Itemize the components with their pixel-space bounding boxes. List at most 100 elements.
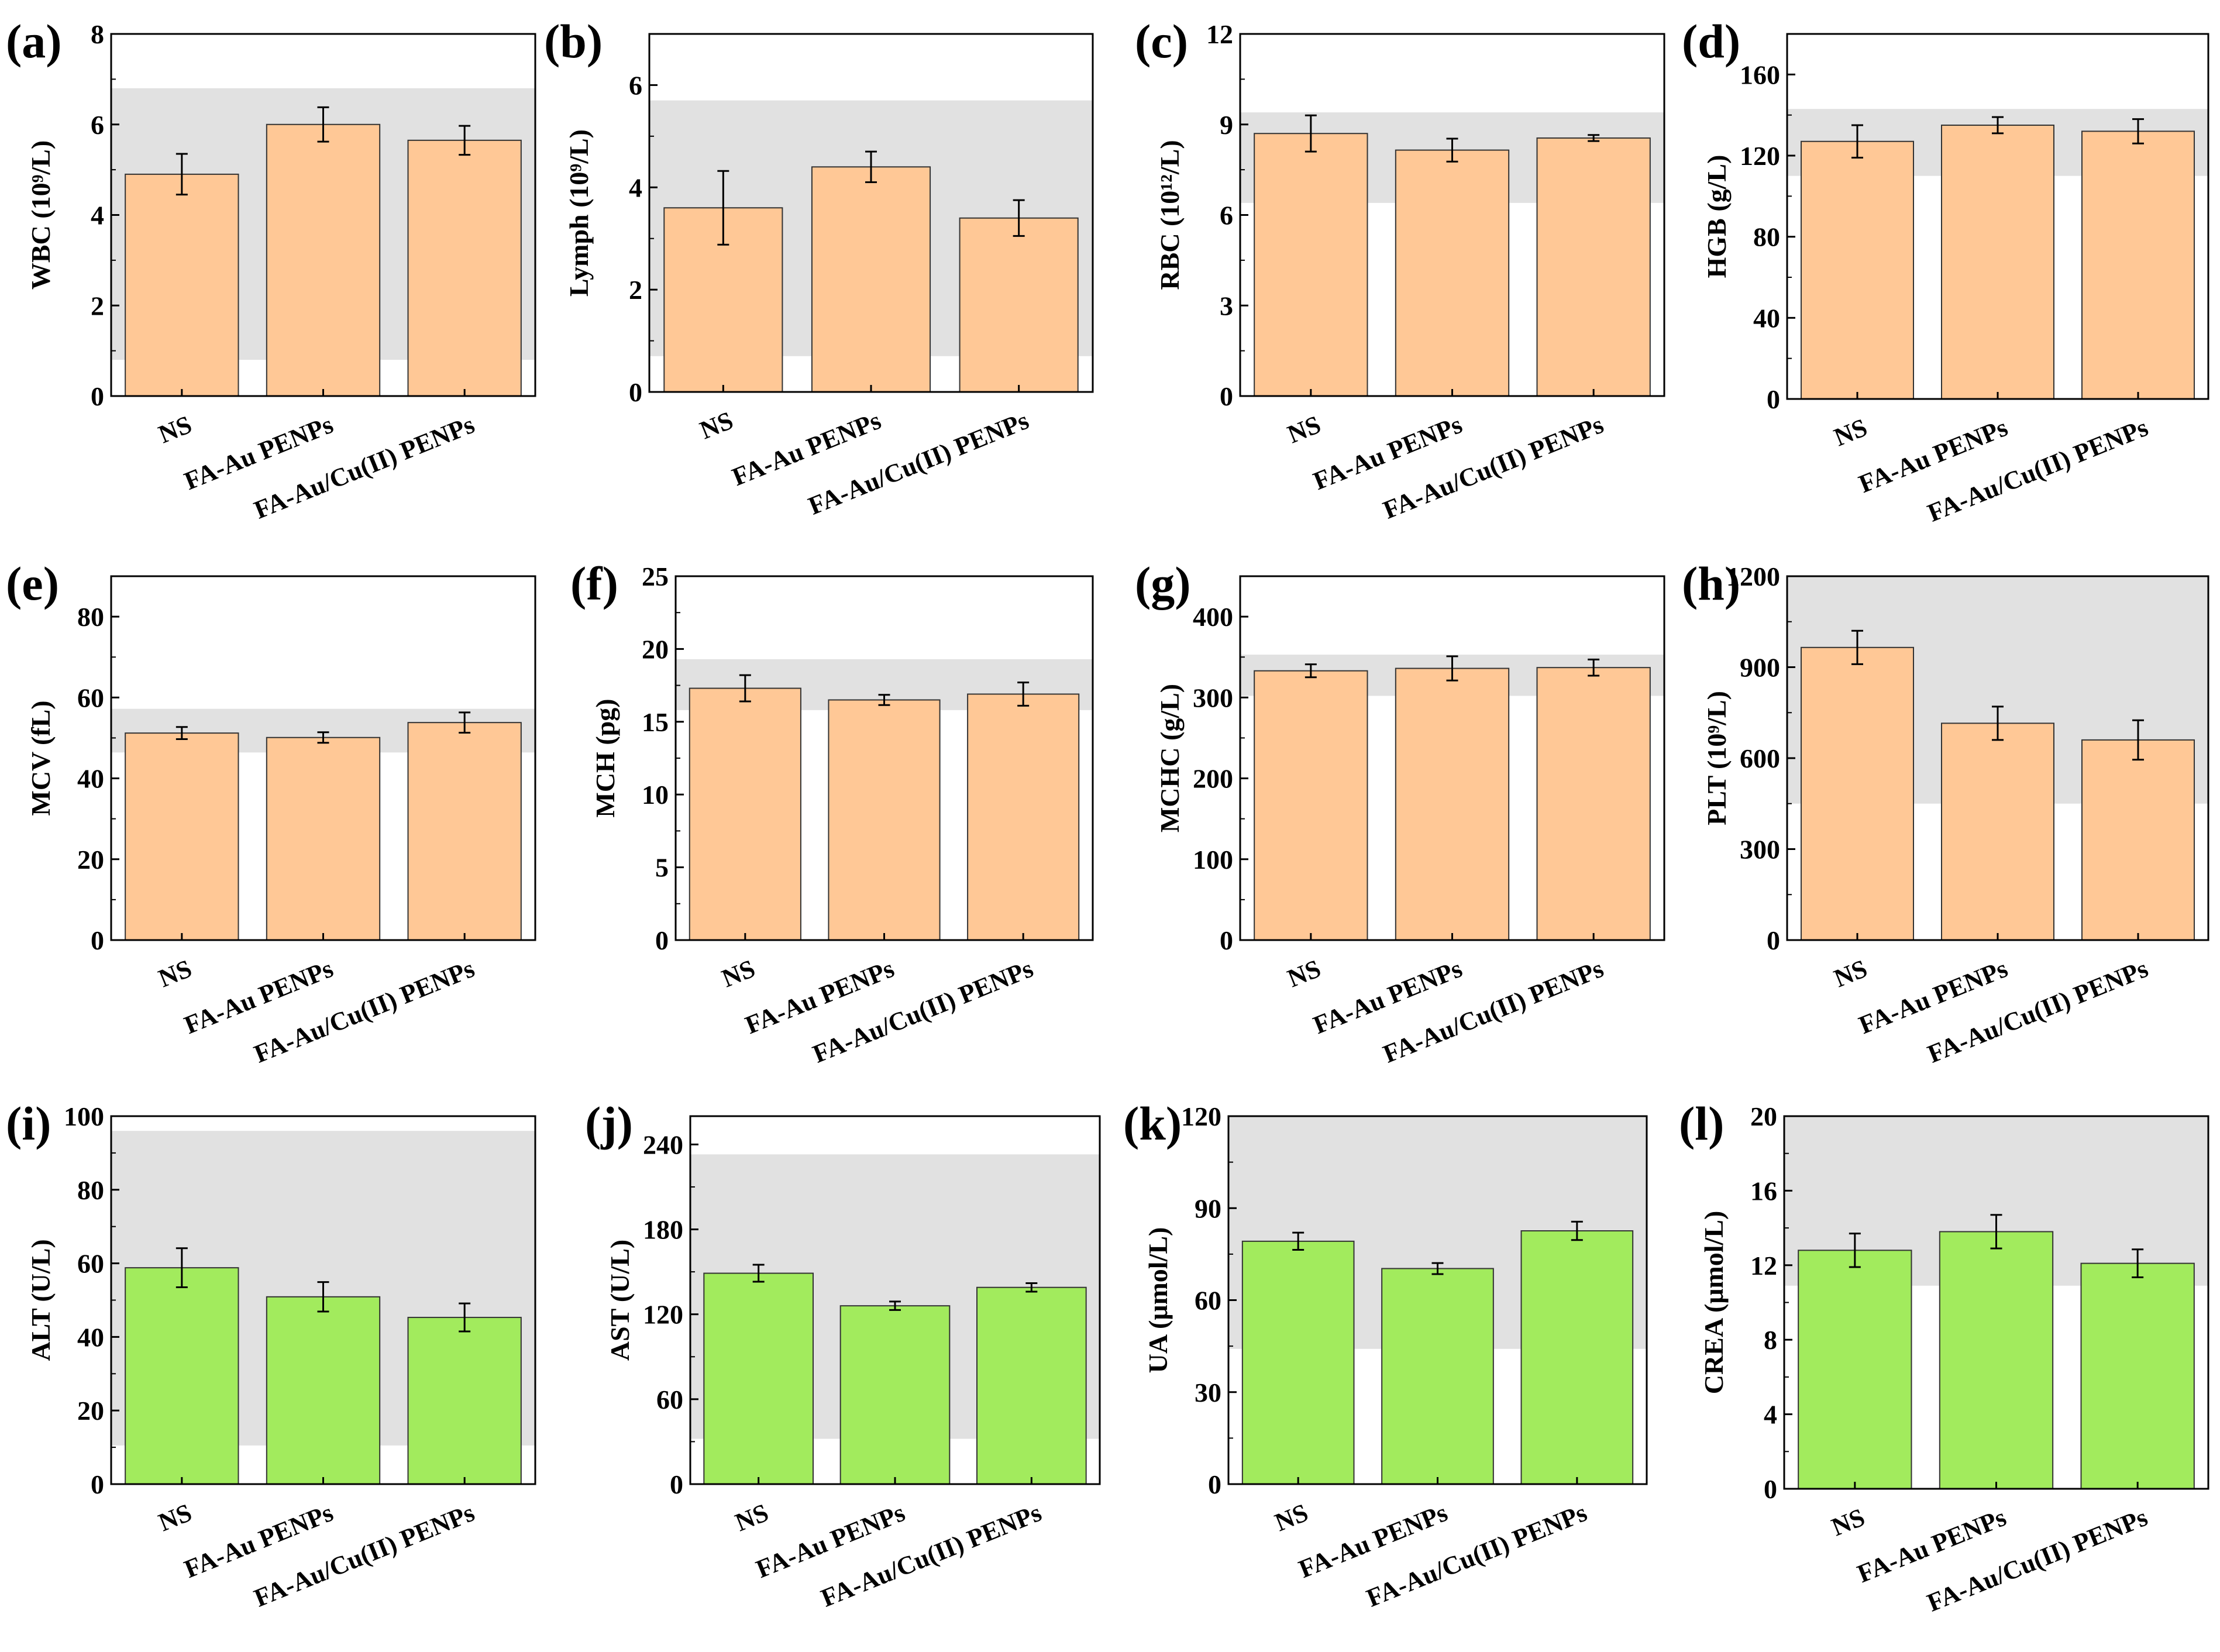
y-tick-label: 120 — [1740, 141, 1780, 171]
y-tick-label: 1200 — [1726, 562, 1780, 591]
y-tick-label: 0 — [1220, 381, 1233, 411]
bar — [1381, 1268, 1494, 1485]
y-tick-label: 120 — [1181, 1102, 1221, 1131]
y-tick-label: 0 — [670, 1469, 683, 1499]
category-label: FA-Au/Cu(II) PENPs — [817, 1498, 1045, 1613]
category-label: NS — [1830, 413, 1871, 452]
y-axis-title: PLT (10⁹/L) — [1702, 691, 1732, 825]
y-tick-label: 600 — [1740, 744, 1780, 773]
y-axis-title: UA (μmol/L) — [1143, 1227, 1173, 1374]
bar — [1241, 1240, 1355, 1485]
y-tick-label: 180 — [643, 1215, 683, 1245]
category-label: FA-Au/Cu(II) PENPs — [808, 954, 1037, 1069]
y-tick-label: 160 — [1740, 60, 1780, 90]
bar — [1801, 140, 1914, 400]
y-tick-label: 6 — [91, 110, 104, 140]
bar — [811, 166, 931, 393]
y-tick-label: 2 — [629, 275, 642, 305]
bar — [1395, 149, 1510, 397]
y-tick-label: 20 — [642, 634, 669, 664]
bar — [839, 1305, 951, 1485]
category-label: NS — [154, 954, 196, 993]
y-tick-label: 10 — [642, 780, 669, 810]
bar — [976, 1286, 1087, 1485]
panel-label: (d) — [1682, 15, 1740, 68]
y-tick-label: 0 — [1208, 1469, 1221, 1499]
y-tick-label: 60 — [656, 1385, 683, 1414]
y-tick-label: 90 — [1195, 1193, 1221, 1223]
y-axis-title: MCHC (g/L) — [1155, 684, 1185, 832]
bar — [1536, 667, 1651, 941]
y-axis-title: Lymph (10⁹/L) — [564, 129, 594, 297]
bar — [1254, 670, 1368, 941]
y-tick-label: 80 — [77, 602, 104, 632]
y-tick-label: 300 — [1740, 835, 1780, 865]
bar — [2080, 1262, 2195, 1489]
y-tick-label: 20 — [77, 845, 104, 875]
bar — [125, 1267, 239, 1485]
panel-label: (b) — [544, 15, 603, 68]
bar — [967, 693, 1080, 941]
panel-label: (j) — [585, 1097, 633, 1150]
y-tick-label: 300 — [1193, 683, 1233, 713]
y-axis-title: AST (U/L) — [605, 1240, 635, 1361]
category-label: NS — [1830, 954, 1871, 993]
bar — [689, 687, 801, 941]
y-tick-label: 40 — [77, 1322, 104, 1352]
bar — [125, 173, 239, 397]
category-label: NS — [718, 954, 759, 993]
panel-label: (l) — [1679, 1097, 1724, 1150]
y-tick-label: 25 — [642, 562, 669, 591]
bar — [407, 139, 522, 397]
panel-label: (f) — [570, 557, 618, 610]
y-tick-label: 30 — [1195, 1378, 1221, 1407]
category-label: NS — [1283, 410, 1325, 449]
y-axis-title: RBC (10¹²/L) — [1155, 140, 1185, 290]
y-tick-label: 3 — [1220, 291, 1233, 321]
y-axis-title: MCH (pg) — [590, 698, 620, 817]
bar — [1520, 1230, 1634, 1485]
y-axis-title: WBC (10⁹/L) — [26, 140, 56, 290]
y-tick-label: 40 — [77, 764, 104, 794]
y-tick-label: 8 — [91, 19, 104, 49]
bar — [407, 722, 522, 941]
bar — [703, 1272, 814, 1485]
y-tick-label: 12 — [1750, 1251, 1777, 1281]
y-tick-label: 6 — [629, 70, 642, 100]
bar — [1254, 133, 1368, 397]
bar — [266, 1296, 381, 1485]
bar — [828, 699, 941, 941]
y-tick-label: 0 — [1767, 925, 1780, 955]
y-tick-label: 0 — [1220, 925, 1233, 955]
panel-label: (g) — [1135, 557, 1191, 610]
y-tick-label: 80 — [77, 1175, 104, 1205]
y-tick-label: 5 — [655, 853, 669, 883]
y-tick-label: 60 — [77, 1249, 104, 1279]
bar — [407, 1317, 522, 1485]
bar — [1801, 646, 1914, 941]
bar — [266, 736, 381, 941]
panel-label: (e) — [6, 557, 59, 610]
bar — [2081, 130, 2195, 400]
category-label: NS — [1271, 1498, 1312, 1537]
bar — [1941, 722, 2054, 941]
category-label: NS — [154, 410, 196, 449]
y-axis-title: CREA (μmol/L) — [1699, 1211, 1729, 1395]
bar — [125, 732, 239, 941]
y-tick-label: 6 — [1220, 201, 1233, 230]
panel-label: (i) — [6, 1097, 51, 1150]
y-tick-label: 40 — [1753, 303, 1780, 333]
panel-label: (a) — [6, 15, 62, 68]
y-tick-label: 400 — [1193, 602, 1233, 632]
y-tick-label: 0 — [91, 1469, 104, 1499]
